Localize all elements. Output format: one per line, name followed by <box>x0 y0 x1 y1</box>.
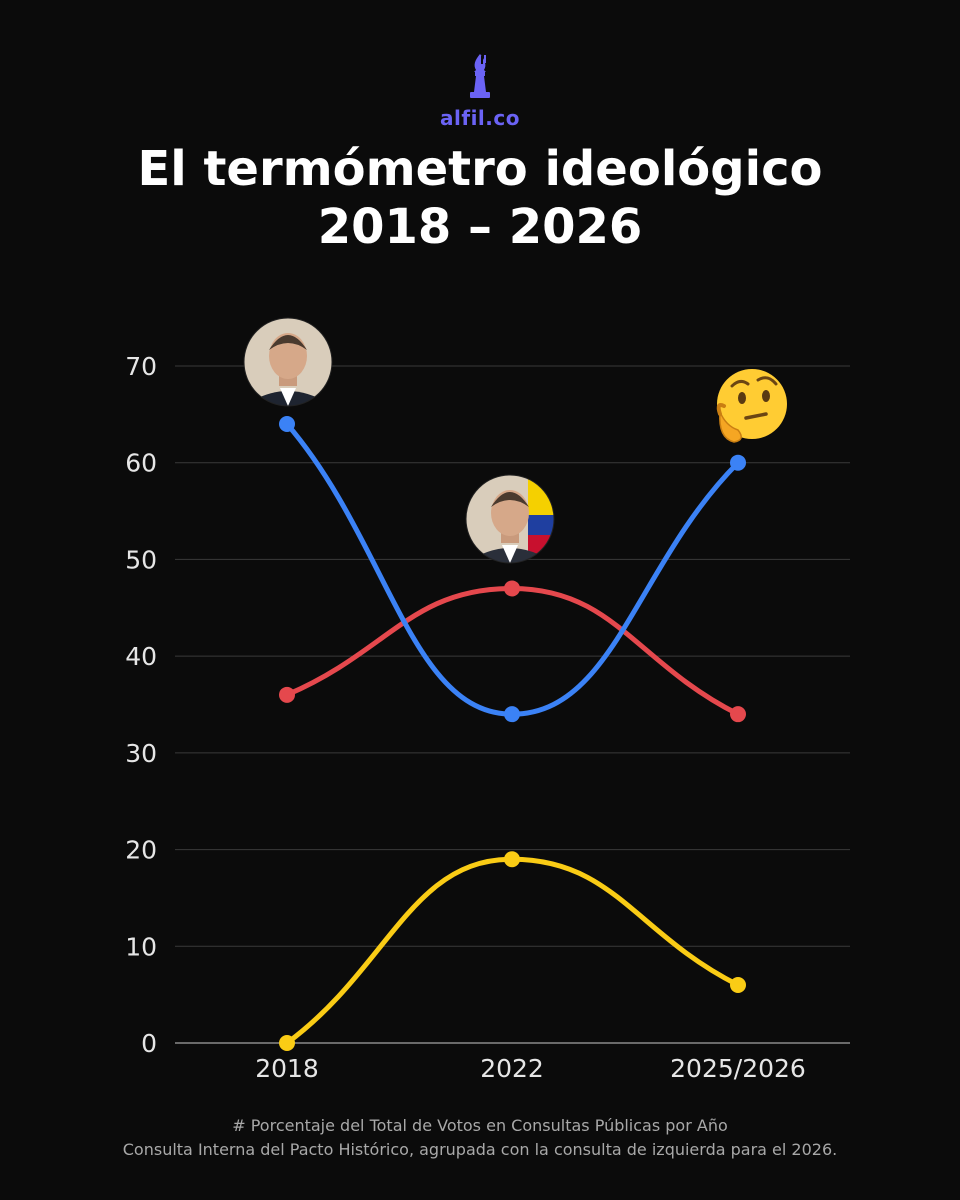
data-point <box>730 454 746 471</box>
data-point <box>730 976 746 993</box>
grid-layer: 0 10 20 30 40 50 60 70 2018 2022 2025/2026 <box>125 352 850 1083</box>
x-tick-label: 2025/2026 <box>670 1054 806 1083</box>
thinking-face-icon <box>716 369 787 443</box>
y-tick-label: 10 <box>125 932 157 961</box>
portrait-2018-icon <box>243 317 333 407</box>
data-point <box>730 706 746 723</box>
x-tick-label: 2018 <box>255 1054 319 1083</box>
data-point <box>504 580 520 597</box>
brand: alfil.co <box>0 52 960 130</box>
data-point <box>279 1035 295 1051</box>
y-tick-label: 40 <box>125 642 157 671</box>
footnote: # Porcentaje del Total de Votos en Consu… <box>0 1114 960 1162</box>
footnote-line-1: # Porcentaje del Total de Votos en Consu… <box>232 1116 728 1135</box>
footnote-line-2: Consulta Interna del Pacto Histórico, ag… <box>122 1140 838 1159</box>
portrait-2022-icon <box>465 474 555 564</box>
y-tick-label: 70 <box>125 352 157 381</box>
annotation-layer <box>243 317 787 564</box>
series-line <box>284 856 741 1046</box>
chess-bishop-logo-icon <box>470 54 490 98</box>
data-point <box>504 706 520 723</box>
page-title: El termómetro ideológico 2018 – 2026 <box>0 140 960 256</box>
y-tick-label: 20 <box>125 836 157 865</box>
data-point <box>504 851 520 868</box>
y-tick-label: 60 <box>125 449 157 478</box>
title-line-2: 2018 – 2026 <box>317 199 643 255</box>
series-layer <box>279 416 746 1051</box>
series-line <box>284 585 741 717</box>
y-tick-label: 50 <box>125 545 157 574</box>
data-point <box>279 416 295 433</box>
brand-name: alfil.co <box>440 106 520 130</box>
x-tick-label: 2022 <box>480 1054 544 1083</box>
y-tick-label: 0 <box>141 1029 157 1058</box>
title-line-1: El termómetro ideológico <box>137 141 823 197</box>
y-tick-label: 30 <box>125 739 157 768</box>
data-point <box>279 686 295 703</box>
